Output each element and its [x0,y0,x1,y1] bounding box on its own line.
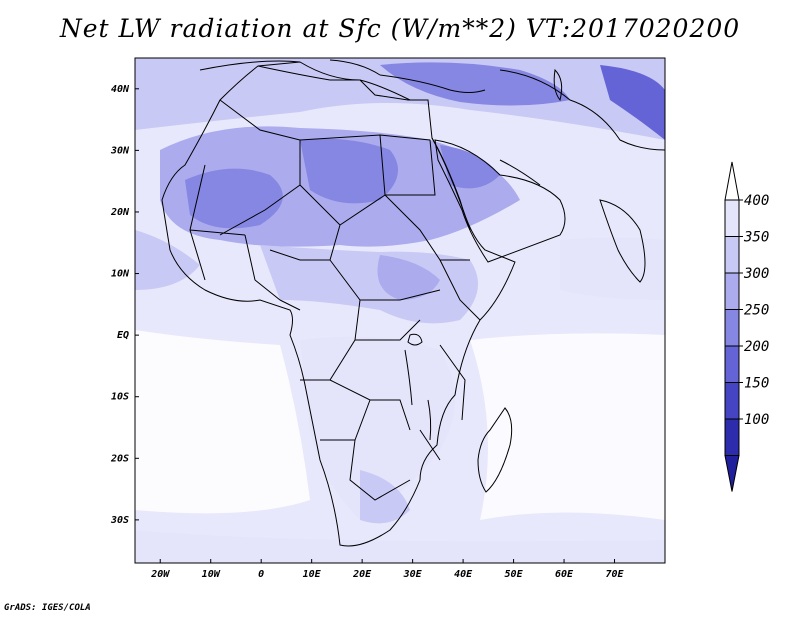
country-borders [189,99,481,501]
colorbar-top-arrow [724,161,740,201]
madagascar-coastline [477,407,513,493]
plot-area [135,58,665,563]
y-tick-label: 10S [111,392,129,403]
y-tick-label: EQ [117,330,129,341]
colorbar-label: 200 [744,339,769,355]
colorbar-segment [724,345,740,383]
lake-malawi [427,399,432,441]
axis-ticks: 20W 10W 0 10E 20E 30E 40E 50E 60E 70E 40N 30N 20N 10N… [110,84,625,580]
x-tick-label: 20E [352,569,372,580]
plot-frame [134,57,666,564]
colorbar-segment [724,272,740,310]
colorbar: 400 350 300 250 200 150 100 [724,161,769,492]
colorbar-label: 250 [744,303,769,319]
lake-victoria [407,333,423,346]
x-tick-label: 40E [454,569,473,580]
x-tick-label: 50E [505,569,524,580]
colorbar-label: 150 [744,376,769,392]
colorbar-label: 100 [744,412,769,428]
india-coastline [599,199,646,283]
x-tick-label: 10E [303,569,322,580]
mediterranean-sea-outline [257,65,411,101]
credit-label: GrADS: IGES/COLA [4,603,91,613]
colorbar-label: 350 [743,230,769,246]
colorbar-bottom-arrow [724,455,740,492]
colorbar-segment [724,199,740,237]
x-tick-label: 70E [605,569,624,580]
radiation-field [135,58,665,563]
y-tick-label: 30N [110,145,130,156]
y-tick-label: 10N [111,269,130,280]
y-tick-label: 20S [110,453,129,464]
africa-coastline [161,61,516,547]
x-tick-label: 60E [555,569,574,580]
y-tick-label: 40N [111,84,130,95]
x-tick-label: 0 [258,569,264,580]
persian-gulf [499,159,541,186]
map-title: Net LW radiation at Sfc (W/m**2) VT:2017… [59,14,741,43]
colorbar-segment [724,309,740,347]
x-tick-label: 10W [202,569,221,580]
caspian-sea [553,68,563,102]
europe-asia-coast [199,59,665,151]
coastlines-and-borders [161,59,665,547]
colorbar-segment [724,236,740,274]
colorbar-label: 300 [743,266,769,282]
red-sea [431,137,471,231]
arabian-peninsula [434,139,566,263]
y-tick-label: 30S [110,515,129,526]
x-tick-label: 20W [150,569,170,580]
x-tick-label: 30E [403,569,423,580]
colorbar-segment [724,382,740,420]
colorbar-segment [724,418,740,456]
colorbar-label: 400 [744,193,769,209]
y-tick-label: 20N [110,207,130,218]
lake-tanganyika [404,349,413,406]
